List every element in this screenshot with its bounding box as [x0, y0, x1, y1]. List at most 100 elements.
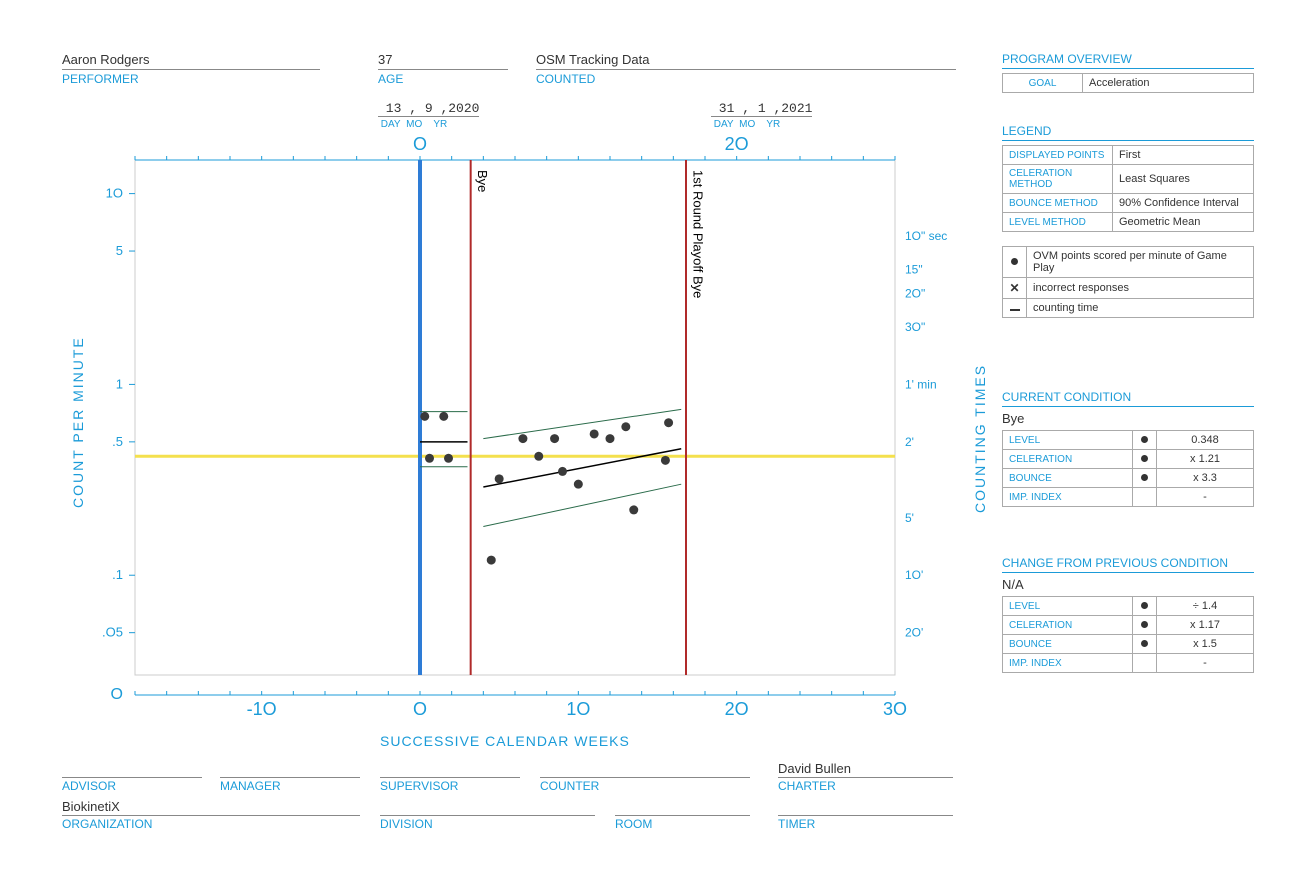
footer-room: ROOM	[615, 798, 750, 831]
cond-symbol	[1133, 431, 1157, 450]
footer-label: ADVISOR	[62, 779, 202, 793]
footer-timer: TIMER	[778, 798, 953, 831]
cond-value: -	[1157, 654, 1254, 673]
footer-charter: David BullenCHARTER	[778, 760, 953, 793]
footer-value	[62, 760, 202, 778]
footer-value	[220, 760, 360, 778]
svg-text:1st Round Playoff Bye: 1st Round Playoff Bye	[691, 170, 706, 298]
cond-label: BOUNCE	[1003, 635, 1133, 654]
program-heading: PROGRAM OVERVIEW	[1002, 52, 1254, 69]
cond-label: IMP. INDEX	[1003, 654, 1133, 673]
footer-division: DIVISION	[380, 798, 595, 831]
legend-row-value: 90% Confidence Interval	[1113, 194, 1254, 213]
footer-value	[380, 798, 595, 816]
svg-text:3O: 3O	[883, 699, 907, 719]
cond-value: x 1.17	[1157, 616, 1254, 635]
cond-value: x 1.21	[1157, 450, 1254, 469]
svg-text:.1: .1	[112, 567, 123, 582]
footer-advisor: ADVISOR	[62, 760, 202, 793]
change-heading: CHANGE FROM PREVIOUS CONDITION	[1002, 556, 1254, 573]
footer-label: SUPERVISOR	[380, 779, 520, 793]
footer-value	[540, 760, 750, 778]
cond-label: BOUNCE	[1003, 469, 1133, 488]
goal-label: GOAL	[1003, 74, 1083, 93]
cond-value: 0.348	[1157, 431, 1254, 450]
legend-row-value: First	[1113, 146, 1254, 165]
cond-symbol	[1133, 597, 1157, 616]
current-subtitle: Bye	[1002, 411, 1254, 426]
current-table: LEVEL0.348CELERATIONx 1.21BOUNCEx 3.3IMP…	[1002, 430, 1254, 507]
change-subtitle: N/A	[1002, 577, 1254, 592]
cond-value: x 1.5	[1157, 635, 1254, 654]
cond-symbol	[1133, 450, 1157, 469]
footer-manager: MANAGER	[220, 760, 360, 793]
legend-row-label: BOUNCE METHOD	[1003, 194, 1113, 213]
svg-text:O: O	[413, 134, 427, 154]
footer-label: ORGANIZATION	[62, 817, 360, 831]
x-axis-label: SUCCESSIVE CALENDAR WEEKS	[380, 733, 630, 749]
legend-table: DISPLAYED POINTSFirstCELERATION METHODLe…	[1002, 145, 1254, 232]
svg-text:1O: 1O	[566, 699, 590, 719]
cond-symbol	[1133, 469, 1157, 488]
footer-value	[778, 798, 953, 816]
current-condition-panel: CURRENT CONDITION Bye LEVEL 0.348 CELERATI…	[1002, 390, 1254, 507]
legend-symbol-desc: counting time	[1027, 299, 1254, 318]
svg-text:-1O: -1O	[247, 699, 277, 719]
cond-label: LEVEL	[1003, 597, 1133, 616]
current-heading: CURRENT CONDITION	[1002, 390, 1254, 407]
footer-value: BiokinetiX	[62, 798, 360, 816]
footer-supervisor: SUPERVISOR	[380, 760, 520, 793]
footer-counter: COUNTER	[540, 760, 750, 793]
footer-label: TIMER	[778, 817, 953, 831]
program-overview-panel: PROGRAM OVERVIEW GOAL Acceleration	[1002, 52, 1254, 93]
y-axis-label-left: COUNT PER MINUTE	[70, 336, 86, 508]
footer-label: ROOM	[615, 817, 750, 831]
svg-text:Bye: Bye	[475, 170, 490, 192]
y-axis-label-right: COUNTING TIMES	[972, 364, 988, 513]
svg-text:5: 5	[116, 243, 123, 258]
cond-value: -	[1157, 488, 1254, 507]
legend-row-label: LEVEL METHOD	[1003, 213, 1113, 232]
cond-symbol	[1133, 488, 1157, 507]
svg-text:2O': 2O'	[905, 626, 923, 640]
svg-text:O: O	[111, 686, 123, 703]
legend-panel: LEGEND DISPLAYED POINTSFirstCELERATION M…	[1002, 124, 1254, 318]
cond-label: LEVEL	[1003, 431, 1133, 450]
change-table: LEVEL ÷ 1.4 CELERATION x 1.17 BOUNCE x 1.5 IMP…	[1002, 596, 1254, 673]
goal-value: Acceleration	[1083, 74, 1254, 93]
footer-value	[380, 760, 520, 778]
cond-symbol	[1133, 654, 1157, 673]
cond-value: x 3.3	[1157, 469, 1254, 488]
cond-symbol	[1133, 635, 1157, 654]
change-panel: CHANGE FROM PREVIOUS CONDITION N/A LEVEL…	[1002, 556, 1254, 673]
footer-organization: BiokinetiXORGANIZATION	[62, 798, 360, 831]
legend-symbol-desc: incorrect responses	[1027, 278, 1254, 299]
svg-text:.O5: .O5	[102, 625, 123, 640]
footer-label: CHARTER	[778, 779, 953, 793]
cond-label: CELERATION	[1003, 616, 1133, 635]
footer-value	[615, 798, 750, 816]
footer-label: MANAGER	[220, 779, 360, 793]
legend-row-label: DISPLAYED POINTS	[1003, 146, 1113, 165]
legend-symbols-table: OVM points scored per minute of Game Pla…	[1002, 246, 1254, 318]
svg-text:1O: 1O	[106, 186, 123, 201]
svg-text:2': 2'	[905, 435, 914, 449]
legend-symbol-desc: OVM points scored per minute of Game Pla…	[1027, 247, 1254, 278]
cond-label: CELERATION	[1003, 450, 1133, 469]
svg-text:5': 5'	[905, 511, 914, 525]
svg-text:1: 1	[116, 376, 123, 391]
legend-heading: LEGEND	[1002, 124, 1254, 141]
footer-label: COUNTER	[540, 779, 750, 793]
goal-table: GOAL Acceleration	[1002, 73, 1254, 93]
legend-row-label: CELERATION METHOD	[1003, 165, 1113, 194]
svg-text:.5: .5	[112, 434, 123, 449]
svg-text:1' min: 1' min	[905, 377, 937, 391]
cond-value: ÷ 1.4	[1157, 597, 1254, 616]
footer-value: David Bullen	[778, 760, 953, 778]
svg-text:O: O	[413, 699, 427, 719]
svg-text:1O': 1O'	[905, 568, 923, 582]
legend-symbol-dot	[1003, 247, 1027, 278]
cond-symbol	[1133, 616, 1157, 635]
svg-text:15": 15"	[905, 263, 923, 277]
svg-text:2O: 2O	[725, 134, 749, 154]
